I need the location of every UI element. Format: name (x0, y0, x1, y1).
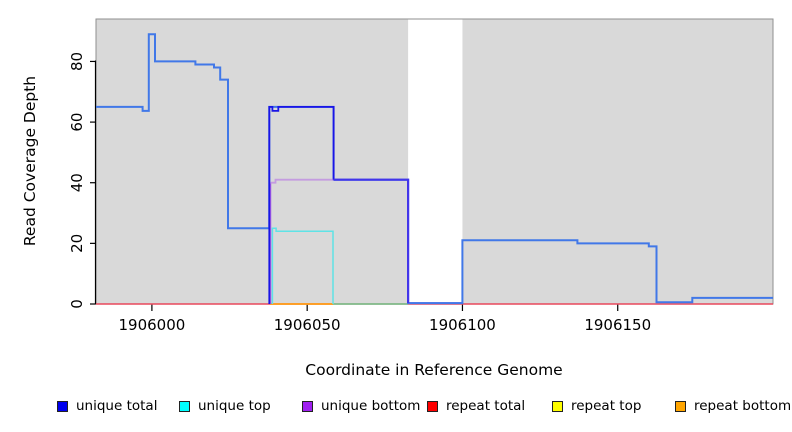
legend-label: unique bottom (321, 398, 421, 414)
legend-label: repeat top (571, 398, 642, 414)
legend-swatch-unique-top (179, 400, 190, 412)
x-tick-label: 1906000 (118, 316, 185, 334)
legend-label: repeat bottom (694, 398, 792, 414)
legend-item-repeat-total: repeat total (427, 396, 525, 416)
shaded-region (462, 19, 773, 304)
x-tick-label: 1906150 (584, 316, 651, 334)
y-tick-label: 80 (68, 52, 86, 71)
x-axis-title: Coordinate in Reference Genome (305, 361, 563, 379)
x-tick-label: 1906050 (274, 316, 341, 334)
y-tick-label: 0 (68, 299, 86, 309)
shaded-region (96, 19, 409, 304)
x-tick-label: 1906100 (429, 316, 496, 334)
y-tick-label: 20 (68, 234, 86, 253)
legend-label: repeat total (446, 398, 526, 414)
unique-bottom-line (270, 178, 334, 184)
plot-canvas: 0 20 40 60 80 1906000 1906050 1906100 1906150 (68, 18, 774, 334)
legend-swatch-unique-bottom (302, 400, 313, 412)
y-tick-label: 40 (68, 173, 86, 192)
legend-item-unique-top: unique top (179, 396, 271, 416)
legend-swatch-repeat-bottom (675, 400, 686, 412)
unique-total-41-overlap (333, 178, 410, 304)
legend-item-repeat-bottom: repeat bottom (675, 396, 791, 416)
unique-top-line (271, 227, 334, 304)
legend-item-repeat-top: repeat top (552, 396, 641, 416)
legend: unique total unique top unique bottom re… (0, 396, 792, 422)
y-tick-label: 60 (68, 113, 86, 132)
legend-swatch-repeat-total (427, 400, 438, 412)
legend-label: unique top (198, 398, 271, 414)
legend-item-unique-total: unique total (57, 396, 157, 416)
legend-swatch-unique-total (57, 400, 68, 412)
legend-swatch-repeat-top (552, 400, 563, 412)
legend-item-unique-bottom: unique bottom (302, 396, 420, 416)
legend-label: unique total (76, 398, 158, 414)
y-axis-title: Read Coverage Depth (21, 75, 39, 247)
unique-total-line (268, 106, 335, 304)
